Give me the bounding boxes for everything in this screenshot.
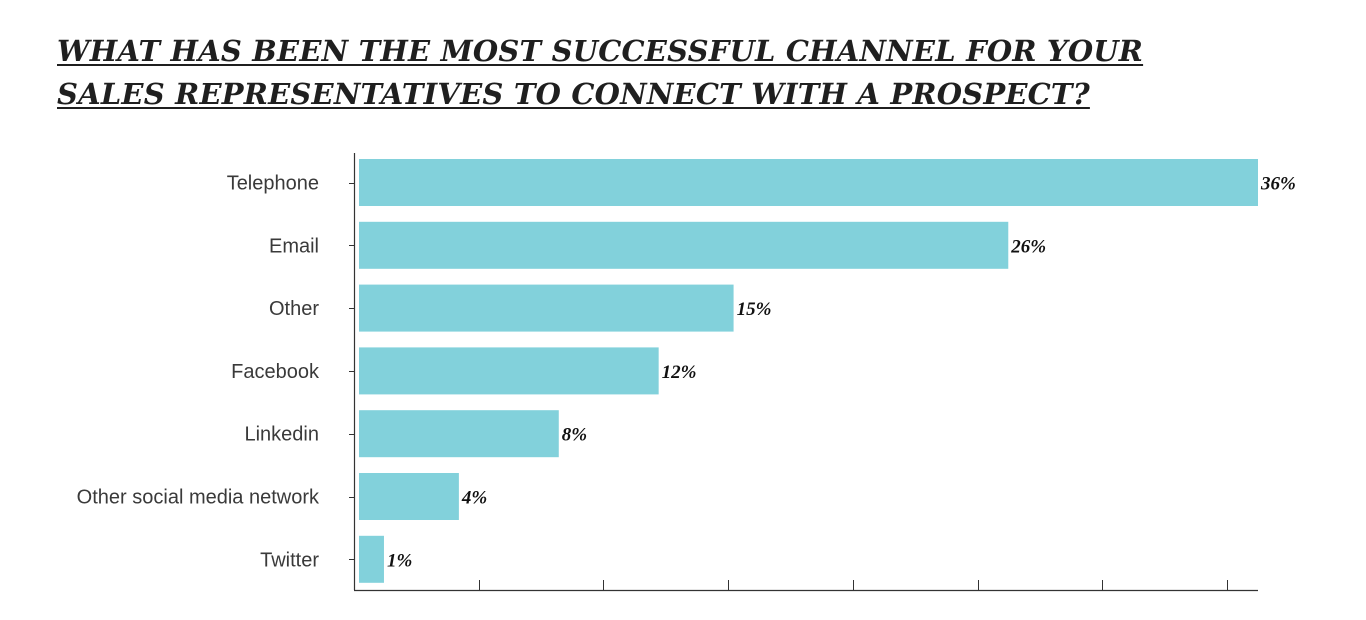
bar-telephone bbox=[359, 159, 1258, 206]
value-label-linkedin: 8% bbox=[562, 425, 587, 446]
bar-twitter bbox=[359, 535, 384, 583]
category-label-facebook: Facebook bbox=[231, 361, 320, 383]
value-label-facebook: 12% bbox=[662, 362, 697, 383]
bar-other bbox=[359, 284, 734, 332]
category-label-other-social-media-network: Other social media network bbox=[77, 487, 320, 509]
bar-facebook bbox=[359, 347, 659, 395]
category-label-email: Email bbox=[269, 235, 319, 257]
axes-group bbox=[349, 153, 1258, 592]
category-label-linkedin: Linkedin bbox=[244, 424, 319, 446]
chart-title-line-2: SALES REPRESENTATIVES TO CONNECT WITH A … bbox=[57, 77, 1090, 111]
chart-title: WHAT HAS BEEN THE MOST SUCCESSFUL CHANNE… bbox=[57, 30, 1143, 116]
value-label-email: 26% bbox=[1010, 236, 1046, 257]
category-label-telephone: Telephone bbox=[227, 173, 319, 195]
value-label-telephone: 36% bbox=[1260, 174, 1296, 195]
bar-linkedin bbox=[359, 410, 559, 458]
value-labels-group: 36% 26% 15% 12% 8% 4% 1% bbox=[387, 174, 1296, 572]
category-label-twitter: Twitter bbox=[260, 549, 319, 571]
value-label-other-social-media-network: 4% bbox=[461, 488, 487, 509]
category-label-other: Other bbox=[269, 298, 319, 320]
value-label-other: 15% bbox=[737, 299, 772, 320]
bar-other-social-media-network bbox=[359, 473, 459, 520]
value-label-twitter: 1% bbox=[387, 550, 412, 571]
bars-group bbox=[359, 159, 1258, 583]
bar-email bbox=[359, 221, 1009, 269]
chart-title-line-1: WHAT HAS BEEN THE MOST SUCCESSFUL CHANNE… bbox=[57, 34, 1144, 68]
category-labels-group: Telephone Email Other Facebook Linkedin Other… bbox=[77, 173, 320, 572]
